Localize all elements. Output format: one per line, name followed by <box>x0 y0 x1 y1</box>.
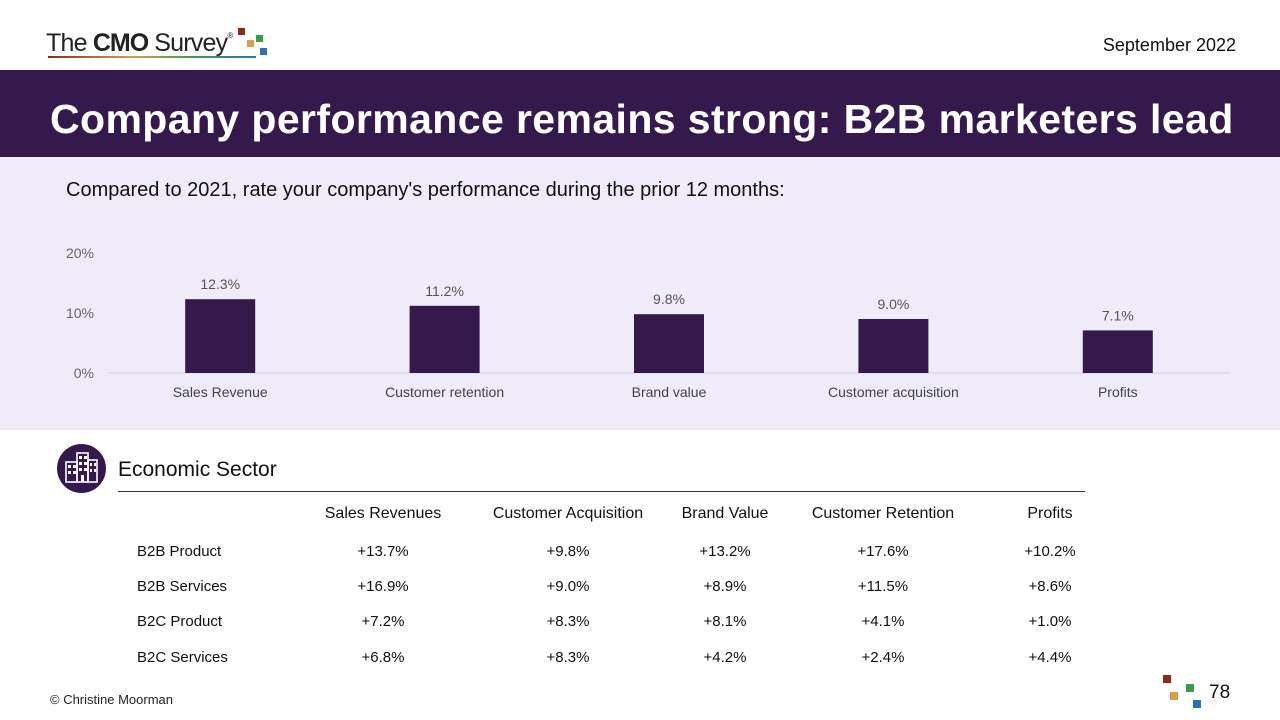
table-cell: +1.0% <box>1028 613 1072 630</box>
logo-square-red <box>238 28 245 35</box>
bar <box>1082 330 1153 373</box>
y-tick-label: 0% <box>74 365 94 381</box>
category-label: Sales Revenue <box>173 384 268 400</box>
table-cell: +11.5% <box>857 578 909 595</box>
row-label: B2C Product <box>137 613 223 630</box>
table-cell: +16.9% <box>357 578 409 595</box>
column-header-sales-revenues: Sales Revenues <box>324 505 442 522</box>
row-label: B2B Product <box>137 543 222 560</box>
sector-divider <box>118 491 1085 492</box>
page-title: Company performance remains strong: B2B … <box>50 96 1234 142</box>
logo-text-post: Survey <box>148 29 228 57</box>
bar <box>858 319 929 373</box>
table-cell: +4.2% <box>703 649 747 666</box>
table-cell: +7.2% <box>361 613 405 630</box>
data-label: 9.0% <box>877 296 909 312</box>
table-cell: +8.1% <box>703 613 747 630</box>
data-label: 11.2% <box>425 283 464 299</box>
chart-panel: Compared to 2021, rate your company's pe… <box>0 157 1280 430</box>
logo-text-pre: The <box>46 29 93 57</box>
table-cell: +9.0% <box>546 578 590 595</box>
logo-square-orange <box>247 40 254 47</box>
table-cell: +8.3% <box>546 649 590 666</box>
table-cell: +10.2% <box>1024 543 1076 560</box>
category-label: Brand value <box>632 384 707 400</box>
table-cell: +2.4% <box>861 649 905 666</box>
category-label: Profits <box>1098 384 1138 400</box>
footer-square-blue <box>1193 700 1201 708</box>
table-cell: +6.8% <box>361 649 405 666</box>
table-cell: +4.4% <box>1028 649 1072 666</box>
table-cell: +17.6% <box>857 543 909 560</box>
buildings-icon <box>57 444 106 493</box>
column-header-customer-retention: Customer Retention <box>811 505 955 522</box>
logo-underline <box>48 56 256 58</box>
table-cell: +4.1% <box>861 613 905 630</box>
table-cell: +8.3% <box>546 613 590 630</box>
bar <box>409 305 480 373</box>
table-cell: +8.6% <box>1028 578 1072 595</box>
category-label: Customer retention <box>385 384 504 400</box>
cmo-survey-logo: The CMO Survey® <box>46 26 276 60</box>
logo-text-bold: CMO <box>92 29 149 57</box>
category-label: Customer acquisition <box>828 384 959 400</box>
footer-square-green <box>1186 684 1194 692</box>
title-band: Company performance remains strong: B2B … <box>0 70 1280 157</box>
survey-question: Compared to 2021, rate your company's pe… <box>66 179 785 201</box>
bar <box>634 314 704 373</box>
table-cell: +9.8% <box>546 543 590 560</box>
column-header-brand-value: Brand Value <box>681 505 769 522</box>
row-label: B2C Services <box>137 649 228 666</box>
performance-bar-chart: 0% 10% 20% 12.3% Sales Revenue 11.2% Customer … <box>66 245 1230 400</box>
data-label: 9.8% <box>653 291 685 307</box>
table-cell: +13.7% <box>357 543 409 560</box>
report-date: September 2022 <box>1102 35 1236 55</box>
table-cell: +8.9% <box>703 578 747 595</box>
column-header-customer-acquisition: Customer Acquisition <box>492 505 644 522</box>
sector-title: Economic Sector <box>118 458 277 481</box>
bar <box>185 299 256 373</box>
footer-square-orange <box>1170 692 1178 700</box>
data-label: 7.1% <box>1102 307 1134 323</box>
logo-registered-mark: ® <box>227 31 233 40</box>
column-header-profits: Profits <box>1027 505 1073 522</box>
footer-square-red <box>1163 675 1171 683</box>
logo-square-blue <box>260 48 267 55</box>
copyright-notice: © Christine Moorman <box>50 692 174 707</box>
logo-square-green <box>256 35 263 42</box>
data-label: 12.3% <box>200 276 240 292</box>
table-cell: +13.2% <box>699 543 751 560</box>
row-label: B2B Services <box>137 578 228 595</box>
y-tick-label: 20% <box>66 245 94 261</box>
page-number: 78 <box>1209 682 1231 703</box>
y-tick-label: 10% <box>66 305 94 321</box>
